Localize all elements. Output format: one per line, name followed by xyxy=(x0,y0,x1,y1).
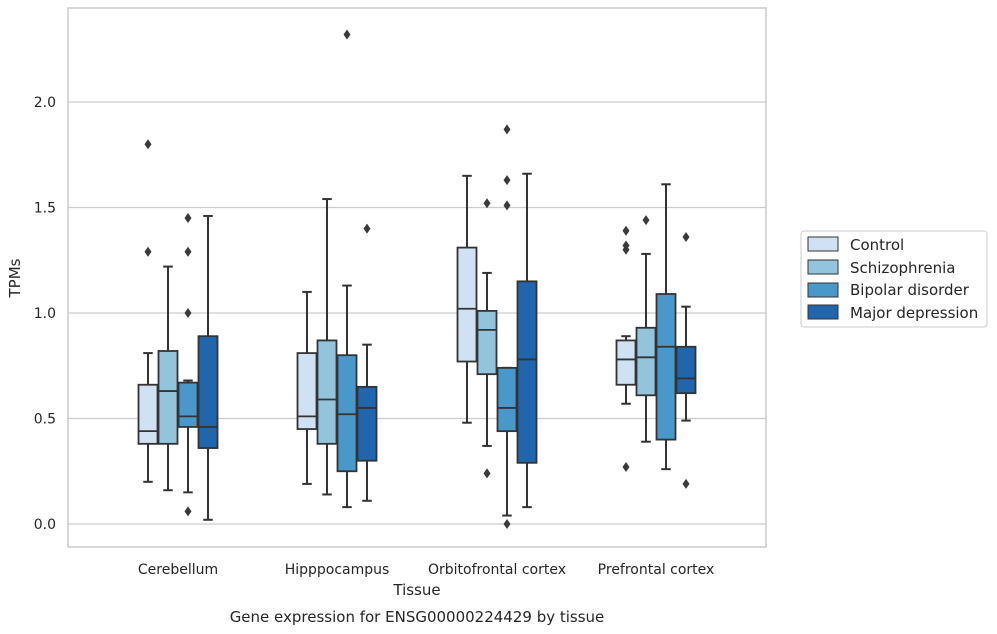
box-schizophrenia-hipppocampus xyxy=(316,198,338,496)
box-body xyxy=(336,354,358,473)
box-bipolar-disorder-prefrontal-cortex xyxy=(655,183,677,471)
outlier-point xyxy=(682,232,690,243)
x-tick-label: Cerebellum xyxy=(138,562,218,578)
x-axis-label: Tissue xyxy=(392,581,440,599)
legend-label-schizophrenia: Schizophrenia xyxy=(850,259,955,277)
outlier-point xyxy=(184,213,192,224)
box-body xyxy=(496,366,518,433)
box-bipolar-disorder-cerebellum xyxy=(177,213,199,517)
box-body xyxy=(356,385,378,462)
x-tick-label: Hipppocampus xyxy=(285,562,390,578)
box-body xyxy=(456,246,478,363)
y-tick-label: 1.5 xyxy=(34,201,56,217)
box-schizophrenia-orbitofrontal-cortex xyxy=(476,198,498,479)
box-body xyxy=(157,350,179,445)
x-tick-label: Orbitofrontal cortex xyxy=(428,562,566,578)
outlier-point xyxy=(144,246,152,257)
outlier-point xyxy=(483,468,491,479)
x-tick-label: Prefrontal cortex xyxy=(598,562,715,578)
box-body xyxy=(635,326,657,397)
box-body xyxy=(516,280,538,464)
outlier-point xyxy=(503,200,511,211)
box-body xyxy=(177,381,199,428)
box-control-hipppocampus xyxy=(296,290,318,485)
outlier-point xyxy=(483,198,491,209)
boxes xyxy=(137,29,697,529)
legend: Control Schizophrenia Bipolar disorder M… xyxy=(800,230,988,328)
outlier-point xyxy=(343,29,351,40)
y-tick-label: 2.0 xyxy=(34,95,56,111)
box-body xyxy=(197,335,219,449)
legend-frame xyxy=(800,230,988,328)
legend-label-major-depression: Major depression xyxy=(850,304,978,322)
legend-swatch-control xyxy=(807,236,839,252)
box-body xyxy=(296,352,318,430)
legend-swatch-bipolar-disorder xyxy=(807,282,839,298)
plot-area xyxy=(67,7,767,548)
box-major-depression-orbitofrontal-cortex xyxy=(516,172,538,509)
box-major-depression-hipppocampus xyxy=(356,223,378,502)
box-body xyxy=(675,345,697,395)
box-control-cerebellum xyxy=(137,139,159,483)
y-tick-label: 0.0 xyxy=(34,517,56,533)
box-control-prefrontal-cortex xyxy=(615,225,637,473)
plot-frame xyxy=(67,7,767,548)
legend-label-bipolar-disorder: Bipolar disorder xyxy=(850,281,970,299)
outlier-point xyxy=(503,519,511,529)
y-tick-label: 0.5 xyxy=(34,412,56,428)
outlier-point xyxy=(184,246,192,257)
legend-swatch-major-depression xyxy=(807,304,839,320)
outlier-point xyxy=(503,175,511,186)
y-axis-label: TPMs xyxy=(6,258,24,298)
box-body xyxy=(476,309,498,376)
box-schizophrenia-prefrontal-cortex xyxy=(635,215,657,443)
box-major-depression-prefrontal-cortex xyxy=(675,232,697,489)
outlier-point xyxy=(622,244,630,255)
box-bipolar-disorder-orbitofrontal-cortex xyxy=(496,124,518,529)
outlier-point xyxy=(363,223,371,234)
x-axis-ticks: Cerebellum Hipppocampus Orbitofrontal cort… xyxy=(138,562,714,578)
box-body xyxy=(615,339,637,386)
box-bipolar-disorder-hipppocampus xyxy=(336,29,358,509)
legend-label-control: Control xyxy=(850,236,904,254)
outlier-point xyxy=(622,462,630,473)
outlier-point xyxy=(184,506,192,517)
box-body xyxy=(137,383,159,445)
outlier-point xyxy=(642,215,650,226)
outlier-point xyxy=(184,308,192,318)
figure-caption: Gene expression for ENSG00000224429 by t… xyxy=(230,608,605,626)
box-schizophrenia-cerebellum xyxy=(157,265,179,492)
legend-swatch-schizophrenia xyxy=(807,259,839,275)
box-major-depression-cerebellum xyxy=(197,214,219,521)
y-tick-label: 1.0 xyxy=(34,306,56,322)
outlier-point xyxy=(682,478,690,489)
box-body xyxy=(316,339,338,445)
outlier-point xyxy=(144,139,152,150)
outlier-point xyxy=(622,225,630,236)
outlier-point xyxy=(503,124,511,135)
box-control-orbitofrontal-cortex xyxy=(456,174,478,424)
y-axis-ticks: 0.0 0.5 1.0 1.5 2.0 xyxy=(34,95,56,533)
box-body xyxy=(655,293,677,441)
